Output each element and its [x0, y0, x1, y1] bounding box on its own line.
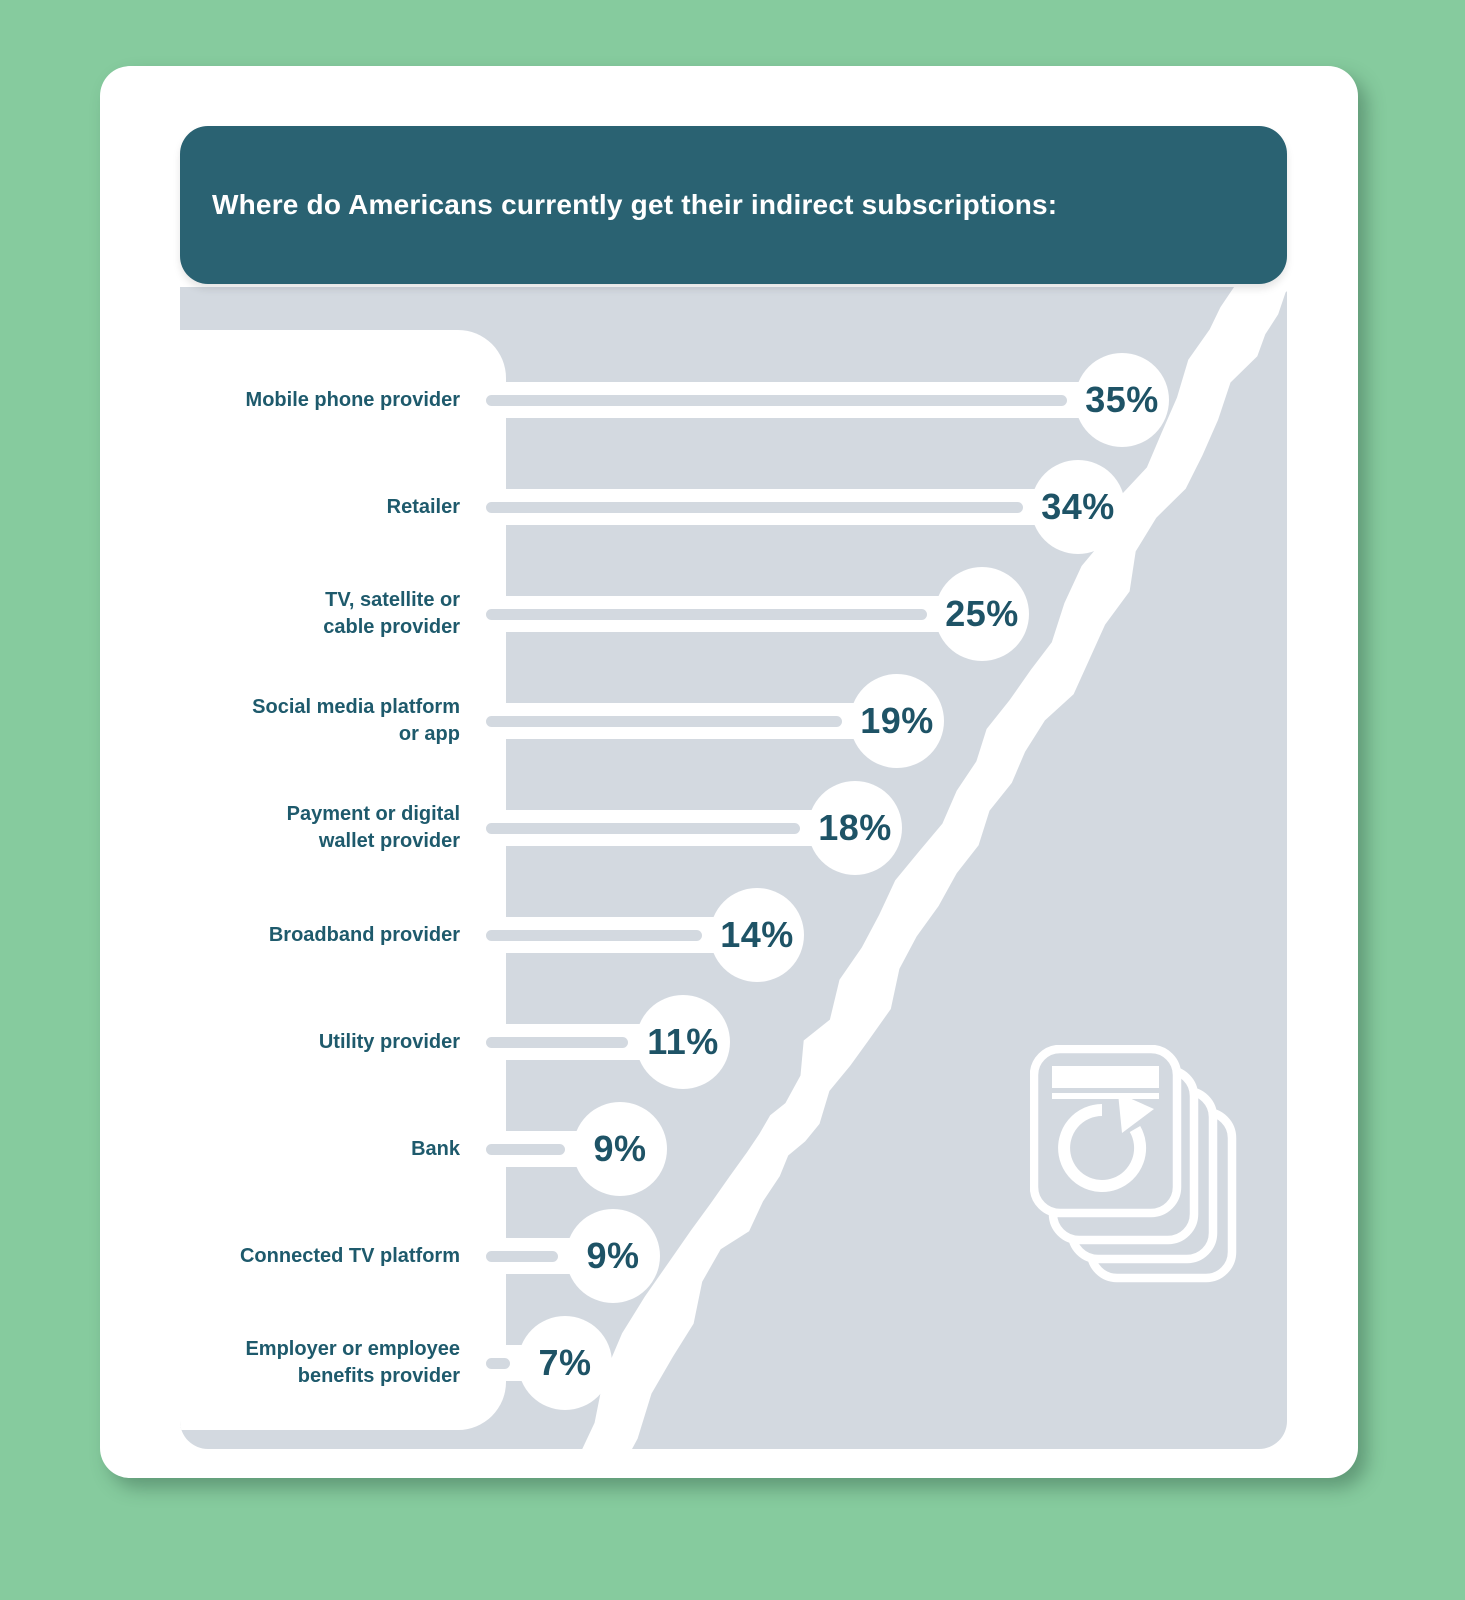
row-label-line: benefits provider — [297, 1365, 460, 1387]
value-bubble: 35% — [1075, 353, 1169, 447]
row-label-line: TV, satellite or — [325, 589, 460, 611]
value-bubble: 34% — [1031, 460, 1125, 554]
row-label: Payment or digital wallet provider — [200, 796, 460, 860]
subscription-cards-refresh-icon — [1030, 1045, 1237, 1283]
value-label: 9% — [586, 1235, 640, 1276]
row-label: Retailer — [200, 475, 460, 539]
row-label: Employer or employee benefits provider — [200, 1331, 460, 1395]
bar-stick — [486, 929, 702, 941]
row-label-line: Utility provider — [318, 1030, 460, 1053]
row-label-line: wallet provider — [318, 830, 460, 852]
bar-stick — [486, 501, 1023, 513]
row-label: Social media platform or app — [200, 689, 460, 753]
row-label-line: Bank — [411, 1137, 460, 1160]
row-label: Connected TV platform — [200, 1224, 460, 1288]
row-label: Broadband provider — [200, 903, 460, 967]
bar-stick — [486, 715, 842, 727]
value-bubble: 7% — [518, 1316, 612, 1410]
bar-stick — [486, 394, 1067, 406]
value-label: 25% — [945, 593, 1019, 634]
value-bubble: 19% — [850, 674, 944, 768]
bar-stick — [486, 1036, 628, 1048]
refresh-arrow-arc — [1058, 1104, 1147, 1192]
torn-stripe-shape — [571, 287, 1287, 1449]
value-label: 35% — [1085, 379, 1159, 420]
row-label: Mobile phone provider — [200, 368, 460, 432]
row-label: Bank — [200, 1117, 460, 1181]
infographic-card: Where do Americans currently get their i… — [100, 66, 1358, 1478]
value-bubble: 11% — [636, 995, 730, 1089]
chart-title: Where do Americans currently get their i… — [212, 189, 1058, 220]
row-label-line: cable provider — [323, 616, 460, 638]
value-bubble: 25% — [935, 567, 1029, 661]
value-label: 34% — [1041, 486, 1115, 527]
row-label-line: Broadband provider — [268, 923, 460, 946]
card-header-band — [1052, 1066, 1159, 1088]
torn-paper-stripe — [571, 287, 1287, 1449]
bar-stick — [486, 822, 800, 834]
refresh-arrow-head — [1118, 1093, 1154, 1133]
row-label-line: or app — [398, 723, 460, 745]
value-label: 7% — [538, 1342, 592, 1383]
bar-stick — [486, 1143, 565, 1155]
row-label: TV, satellite or cable provider — [200, 582, 460, 646]
bar-stick — [486, 1250, 558, 1262]
label-column — [180, 330, 506, 1430]
chart-area: 35% Mobile phone provider 34% Retailer 25% TV… — [180, 287, 1287, 1449]
bar-stick — [486, 1357, 510, 1369]
chart-header: Where do Americans currently get their i… — [180, 126, 1287, 284]
value-label: 11% — [647, 1021, 719, 1062]
row-label-line: Connected TV platform — [239, 1244, 460, 1267]
bar-stick — [486, 608, 927, 620]
row-label-line: Mobile phone provider — [245, 388, 460, 411]
value-bubble: 18% — [808, 781, 902, 875]
value-label: 19% — [860, 700, 934, 741]
row-label-line: Employer or employee — [245, 1338, 460, 1360]
row-label-line: Social media platform — [252, 696, 460, 718]
row-label: Utility provider — [200, 1010, 460, 1074]
value-label: 9% — [593, 1128, 647, 1169]
row-label-line: Retailer — [386, 495, 460, 518]
value-bubble: 9% — [573, 1102, 667, 1196]
value-bubble: 14% — [710, 888, 804, 982]
row-label-line: Payment or digital — [286, 803, 460, 825]
value-bubble: 9% — [566, 1209, 660, 1303]
card-divider-line — [1052, 1093, 1159, 1099]
value-label: 14% — [720, 914, 794, 955]
value-label: 18% — [818, 807, 892, 848]
